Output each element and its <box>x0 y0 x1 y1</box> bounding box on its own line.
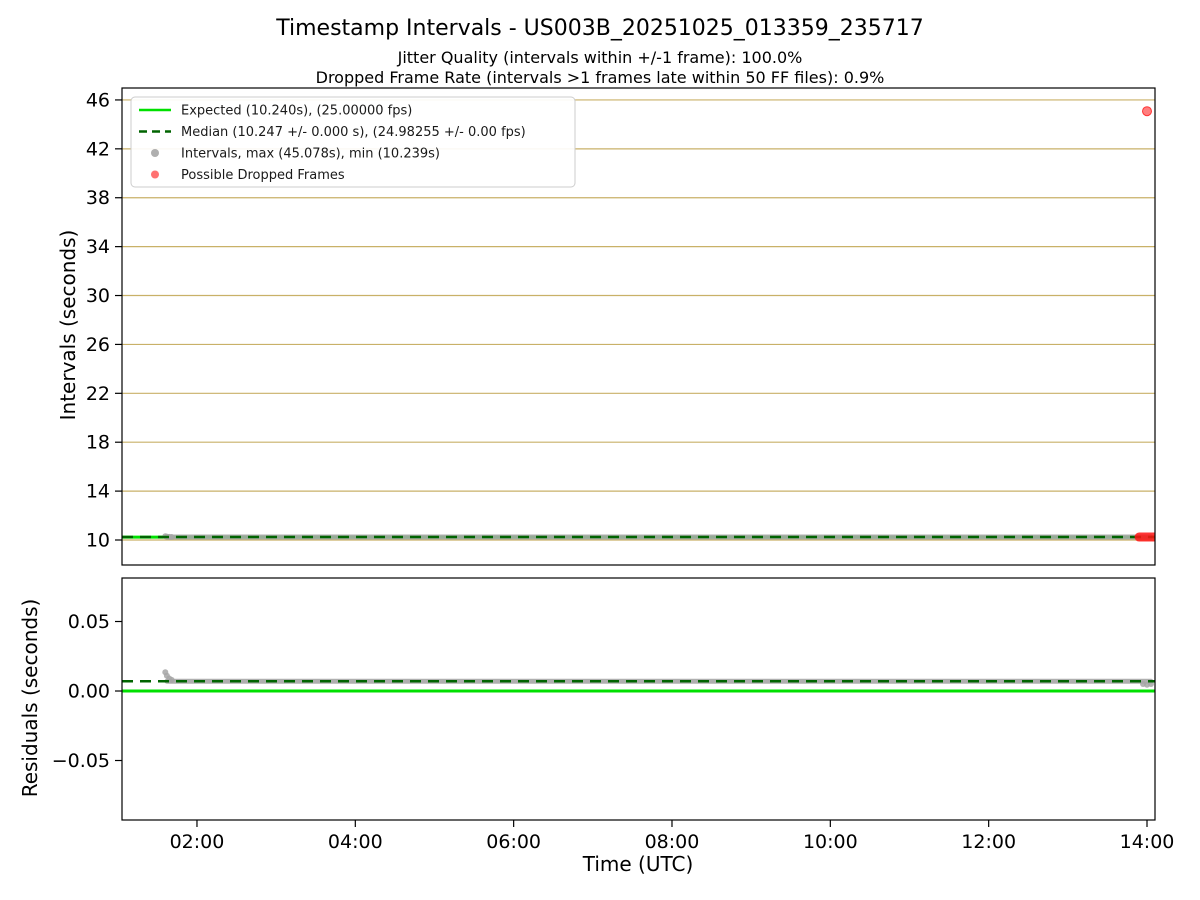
legend-label: Expected (10.240s), (25.00000 fps) <box>181 104 412 119</box>
y-tick-label: −0.05 <box>52 750 110 772</box>
y-tick-label: 0.05 <box>68 611 110 633</box>
legend: Expected (10.240s), (25.00000 fps) Median… <box>130 96 576 188</box>
intervals-plot-series <box>122 106 1155 542</box>
y-tick-label: 38 <box>86 187 110 209</box>
dropped-frame-outlier-point <box>1142 106 1153 117</box>
interval-point <box>168 533 175 540</box>
y-tick-label: 22 <box>86 383 110 405</box>
x-tick-label: 10:00 <box>803 831 858 853</box>
legend-label: Intervals, max (45.078s), min (10.239s) <box>181 147 440 162</box>
interval-point <box>168 676 175 683</box>
plot-border <box>121 87 1156 566</box>
residuals-plot: −0.05 0.00 0.05 02:00 04:00 06:00 08:00 10:00 12… <box>52 577 1175 853</box>
y-axis-label-intervals: Intervals (seconds) <box>56 229 80 421</box>
legend-label: Possible Dropped Frames <box>181 168 345 183</box>
residuals-plot-series <box>122 669 1155 693</box>
legend-marker-intervals <box>151 149 159 157</box>
y-axis-label-residuals: Residuals (seconds) <box>18 598 42 798</box>
x-axis-label-time: Time (UTC) <box>582 852 694 876</box>
y-tick-label: 30 <box>86 285 110 307</box>
chart-title: Timestamp Intervals - US003B_20251025_01… <box>276 16 924 41</box>
chart-subtitle-dropped-rate: Dropped Frame Rate (intervals >1 frames … <box>315 68 885 87</box>
x-tick-label: 14:00 <box>1120 831 1175 853</box>
y-tick-label: 0.00 <box>68 681 110 703</box>
chart-subtitle-jitter: Jitter Quality (intervals within +/-1 fr… <box>397 48 803 67</box>
x-tick-label: 06:00 <box>486 831 541 853</box>
y-tick-label: 46 <box>86 89 110 111</box>
y-tick-label: 34 <box>86 236 110 258</box>
interval-point <box>1147 681 1154 688</box>
legend-box <box>130 96 576 188</box>
x-tick-label: 12:00 <box>961 831 1016 853</box>
legend-label: Median (10.247 +/- 0.000 s), (24.98255 +… <box>181 125 526 140</box>
plot-border <box>121 577 1156 821</box>
x-tick-label: 02:00 <box>170 831 225 853</box>
y-tick-label: 18 <box>86 432 110 454</box>
x-tick-label: 04:00 <box>328 831 383 853</box>
intervals-plot: 10 14 18 22 26 30 34 38 42 46 <box>86 87 1156 566</box>
legend-marker-dropped <box>151 170 159 179</box>
y-tick-label: 42 <box>86 138 110 160</box>
y-tick-label: 14 <box>86 481 110 503</box>
x-tick-label: 08:00 <box>645 831 700 853</box>
y-tick-label: 26 <box>86 334 110 356</box>
y-tick-label: 10 <box>86 530 110 552</box>
